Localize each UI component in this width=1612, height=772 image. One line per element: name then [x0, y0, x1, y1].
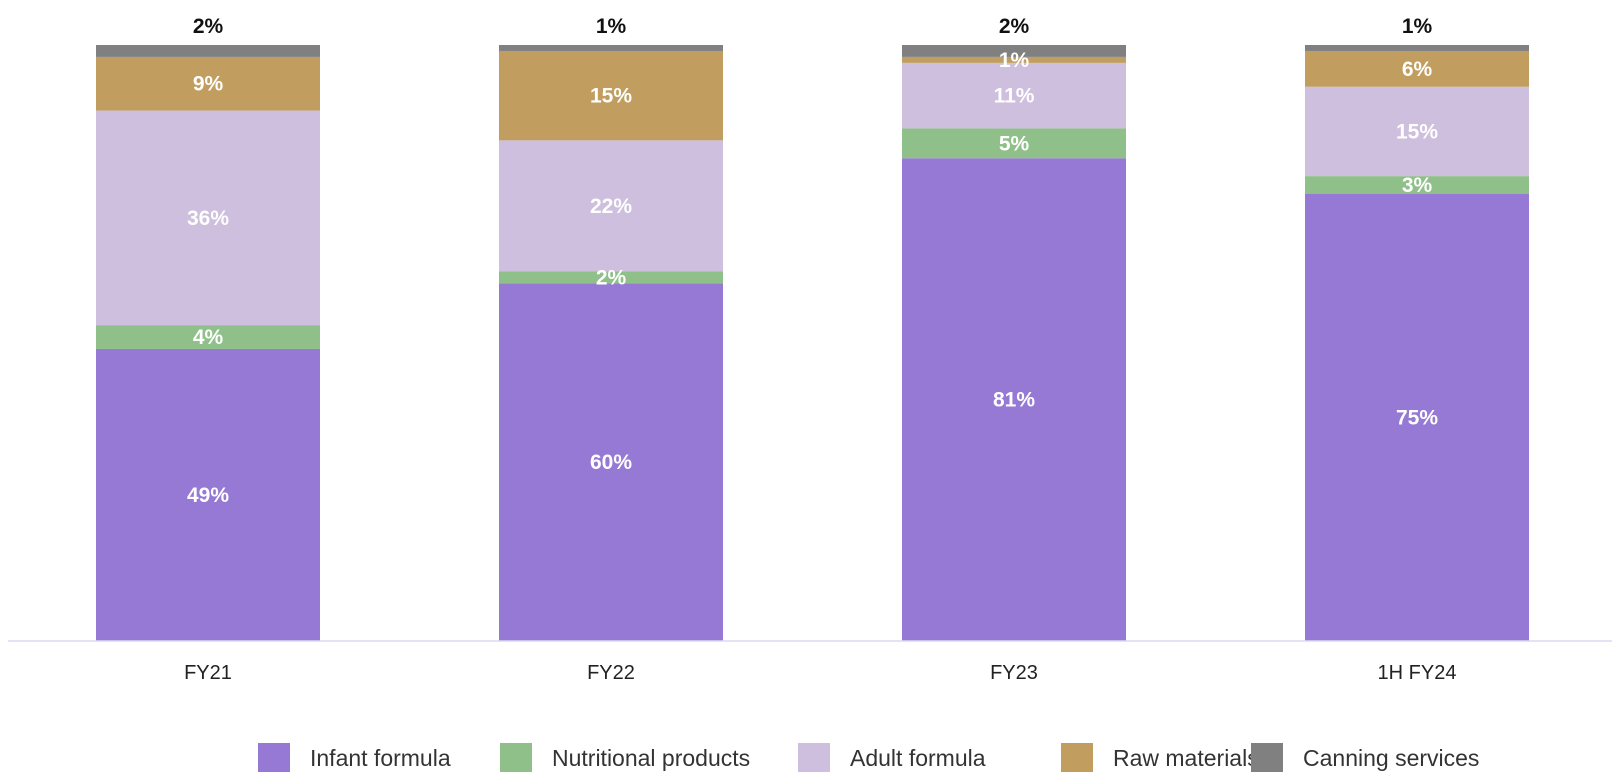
x-tick-label-fy22: FY22 — [587, 662, 635, 684]
x-tick-label-1h-fy24: 1H FY24 — [1378, 662, 1457, 684]
top-labels-layer: 2% 1% 2% 1% — [193, 15, 1433, 38]
legend-swatch-raw-materials — [1061, 743, 1093, 772]
bar-raw-materials-fy23 — [902, 56, 1126, 63]
legend-label-canning-services: Canning services — [1303, 745, 1479, 771]
bar-nutritional-products-1h-fy24 — [1305, 176, 1529, 194]
bar-raw-materials-fy22 — [499, 50, 723, 141]
data-label-raw-materials-fy23: 1% — [999, 49, 1030, 72]
bar-adult-formula-fy23 — [902, 62, 1126, 129]
bar-canning-services-fy22 — [499, 45, 723, 51]
data-label-nutritional-products-fy21: 4% — [193, 326, 224, 349]
legend-swatch-nutritional-products — [500, 743, 532, 772]
bar-canning-services-fy23 — [902, 45, 1126, 57]
x-tick-label-fy23: FY23 — [990, 662, 1038, 684]
bar-adult-formula-1h-fy24 — [1305, 86, 1529, 177]
data-label-canning-services-fy21: 2% — [193, 15, 224, 38]
data-label-raw-materials-fy22: 15% — [590, 85, 632, 108]
bar-raw-materials-1h-fy24 — [1305, 50, 1529, 87]
bar-infant-formula-fy23 — [902, 158, 1126, 642]
bar-adult-formula-fy22 — [499, 140, 723, 272]
data-label-nutritional-products-fy22: 2% — [596, 266, 627, 289]
data-label-infant-formula-1h-fy24: 75% — [1396, 407, 1438, 430]
legend-label-nutritional-products: Nutritional products — [552, 745, 750, 771]
segment-labels-layer: 49% 4% 36% 9% 60% 2% 22% 15% 81% 5% 11% 1% 75% 3% 15% 6… — [187, 49, 1438, 507]
bar-canning-services-fy21 — [96, 45, 320, 57]
data-label-adult-formula-fy21: 36% — [187, 207, 229, 230]
legend-label-raw-materials: Raw materials — [1113, 745, 1259, 771]
legend-swatch-adult-formula — [798, 743, 830, 772]
bar-infant-formula-fy21 — [96, 348, 320, 641]
data-label-adult-formula-fy23: 11% — [994, 85, 1035, 108]
data-label-infant-formula-fy23: 81% — [993, 389, 1035, 412]
data-label-infant-formula-fy22: 60% — [590, 451, 632, 474]
bar-nutritional-products-fy21 — [96, 325, 320, 349]
bars-layer — [96, 45, 1529, 642]
bar-adult-formula-fy21 — [96, 110, 320, 326]
data-label-adult-formula-1h-fy24: 15% — [1396, 120, 1438, 143]
x-tick-label-fy21: FY21 — [184, 662, 232, 684]
bar-nutritional-products-fy23 — [902, 128, 1126, 159]
data-label-canning-services-fy23: 2% — [999, 15, 1030, 38]
data-label-nutritional-products-1h-fy24: 3% — [1402, 174, 1433, 197]
bar-infant-formula-1h-fy24 — [1305, 194, 1529, 641]
data-label-adult-formula-fy22: 22% — [590, 195, 632, 218]
data-label-canning-services-1h-fy24: 1% — [1402, 15, 1433, 38]
data-label-infant-formula-fy21: 49% — [187, 484, 229, 507]
legend-swatch-canning-services — [1251, 743, 1283, 772]
bar-canning-services-1h-fy24 — [1305, 45, 1529, 51]
bar-raw-materials-fy21 — [96, 56, 320, 111]
data-label-raw-materials-1h-fy24: 6% — [1402, 58, 1433, 81]
category-labels-layer: FY21 FY22 FY23 1H FY24 — [184, 662, 1456, 684]
legend-label-adult-formula: Adult formula — [850, 745, 986, 771]
legend-label-infant-formula: Infant formula — [310, 745, 451, 771]
legend: Infant formula Nutritional products Adult … — [258, 743, 1479, 772]
legend-swatch-infant-formula — [258, 743, 290, 772]
data-label-nutritional-products-fy23: 5% — [999, 132, 1030, 155]
bar-infant-formula-fy22 — [499, 283, 723, 641]
bar-nutritional-products-fy22 — [499, 271, 723, 284]
data-label-raw-materials-fy21: 9% — [193, 73, 224, 96]
data-label-canning-services-fy22: 1% — [596, 15, 627, 38]
